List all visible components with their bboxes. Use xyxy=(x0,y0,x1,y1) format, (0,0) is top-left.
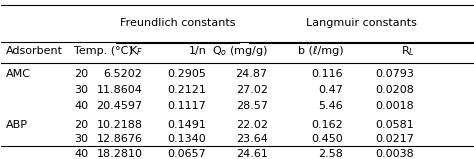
Text: 22.02: 22.02 xyxy=(236,120,268,130)
Text: 20: 20 xyxy=(74,120,88,130)
Text: 24.87: 24.87 xyxy=(236,69,268,79)
Text: 20.4597: 20.4597 xyxy=(96,101,143,111)
Text: b (ℓ/mg): b (ℓ/mg) xyxy=(298,46,343,56)
Text: 0.0038: 0.0038 xyxy=(375,149,414,159)
Text: 0.0208: 0.0208 xyxy=(375,85,414,95)
Text: Adsorbent: Adsorbent xyxy=(5,46,63,56)
Text: 10.2188: 10.2188 xyxy=(97,120,143,130)
Text: 24.61: 24.61 xyxy=(236,149,268,159)
Text: 0.1117: 0.1117 xyxy=(167,101,206,111)
Text: K$_F$: K$_F$ xyxy=(128,44,143,58)
Text: 30: 30 xyxy=(74,134,88,144)
Text: 0.450: 0.450 xyxy=(311,134,343,144)
Text: ABP: ABP xyxy=(5,120,27,130)
Text: 0.0217: 0.0217 xyxy=(375,134,414,144)
Text: 28.57: 28.57 xyxy=(236,101,268,111)
Text: 12.8676: 12.8676 xyxy=(97,134,143,144)
Text: Langmuir constants: Langmuir constants xyxy=(306,18,417,28)
Text: Temp. (°C): Temp. (°C) xyxy=(74,46,133,56)
Text: 0.116: 0.116 xyxy=(312,69,343,79)
Text: 0.0657: 0.0657 xyxy=(167,149,206,159)
Text: 0.2121: 0.2121 xyxy=(167,85,206,95)
Text: 27.02: 27.02 xyxy=(236,85,268,95)
Text: 0.162: 0.162 xyxy=(311,120,343,130)
Text: 6.5202: 6.5202 xyxy=(104,69,143,79)
Text: 40: 40 xyxy=(74,101,88,111)
Text: 2.58: 2.58 xyxy=(319,149,343,159)
Text: 1/n: 1/n xyxy=(188,46,206,56)
Text: 0.0581: 0.0581 xyxy=(375,120,414,130)
Text: Q$_o$ (mg/g): Q$_o$ (mg/g) xyxy=(212,44,268,58)
Text: 11.8604: 11.8604 xyxy=(97,85,143,95)
Text: 0.1491: 0.1491 xyxy=(167,120,206,130)
Text: 0.2905: 0.2905 xyxy=(167,69,206,79)
Text: Freundlich constants: Freundlich constants xyxy=(120,18,236,28)
Text: 0.0018: 0.0018 xyxy=(375,101,414,111)
Text: 30: 30 xyxy=(74,85,88,95)
Text: 0.0793: 0.0793 xyxy=(375,69,414,79)
Text: R$_L$: R$_L$ xyxy=(401,44,414,58)
Text: AMC: AMC xyxy=(5,69,30,79)
Text: 40: 40 xyxy=(74,149,88,159)
Text: 20: 20 xyxy=(74,69,88,79)
Text: 18.2810: 18.2810 xyxy=(97,149,143,159)
Text: 5.46: 5.46 xyxy=(319,101,343,111)
Text: 0.1340: 0.1340 xyxy=(167,134,206,144)
Text: 23.64: 23.64 xyxy=(236,134,268,144)
Text: 0.47: 0.47 xyxy=(319,85,343,95)
